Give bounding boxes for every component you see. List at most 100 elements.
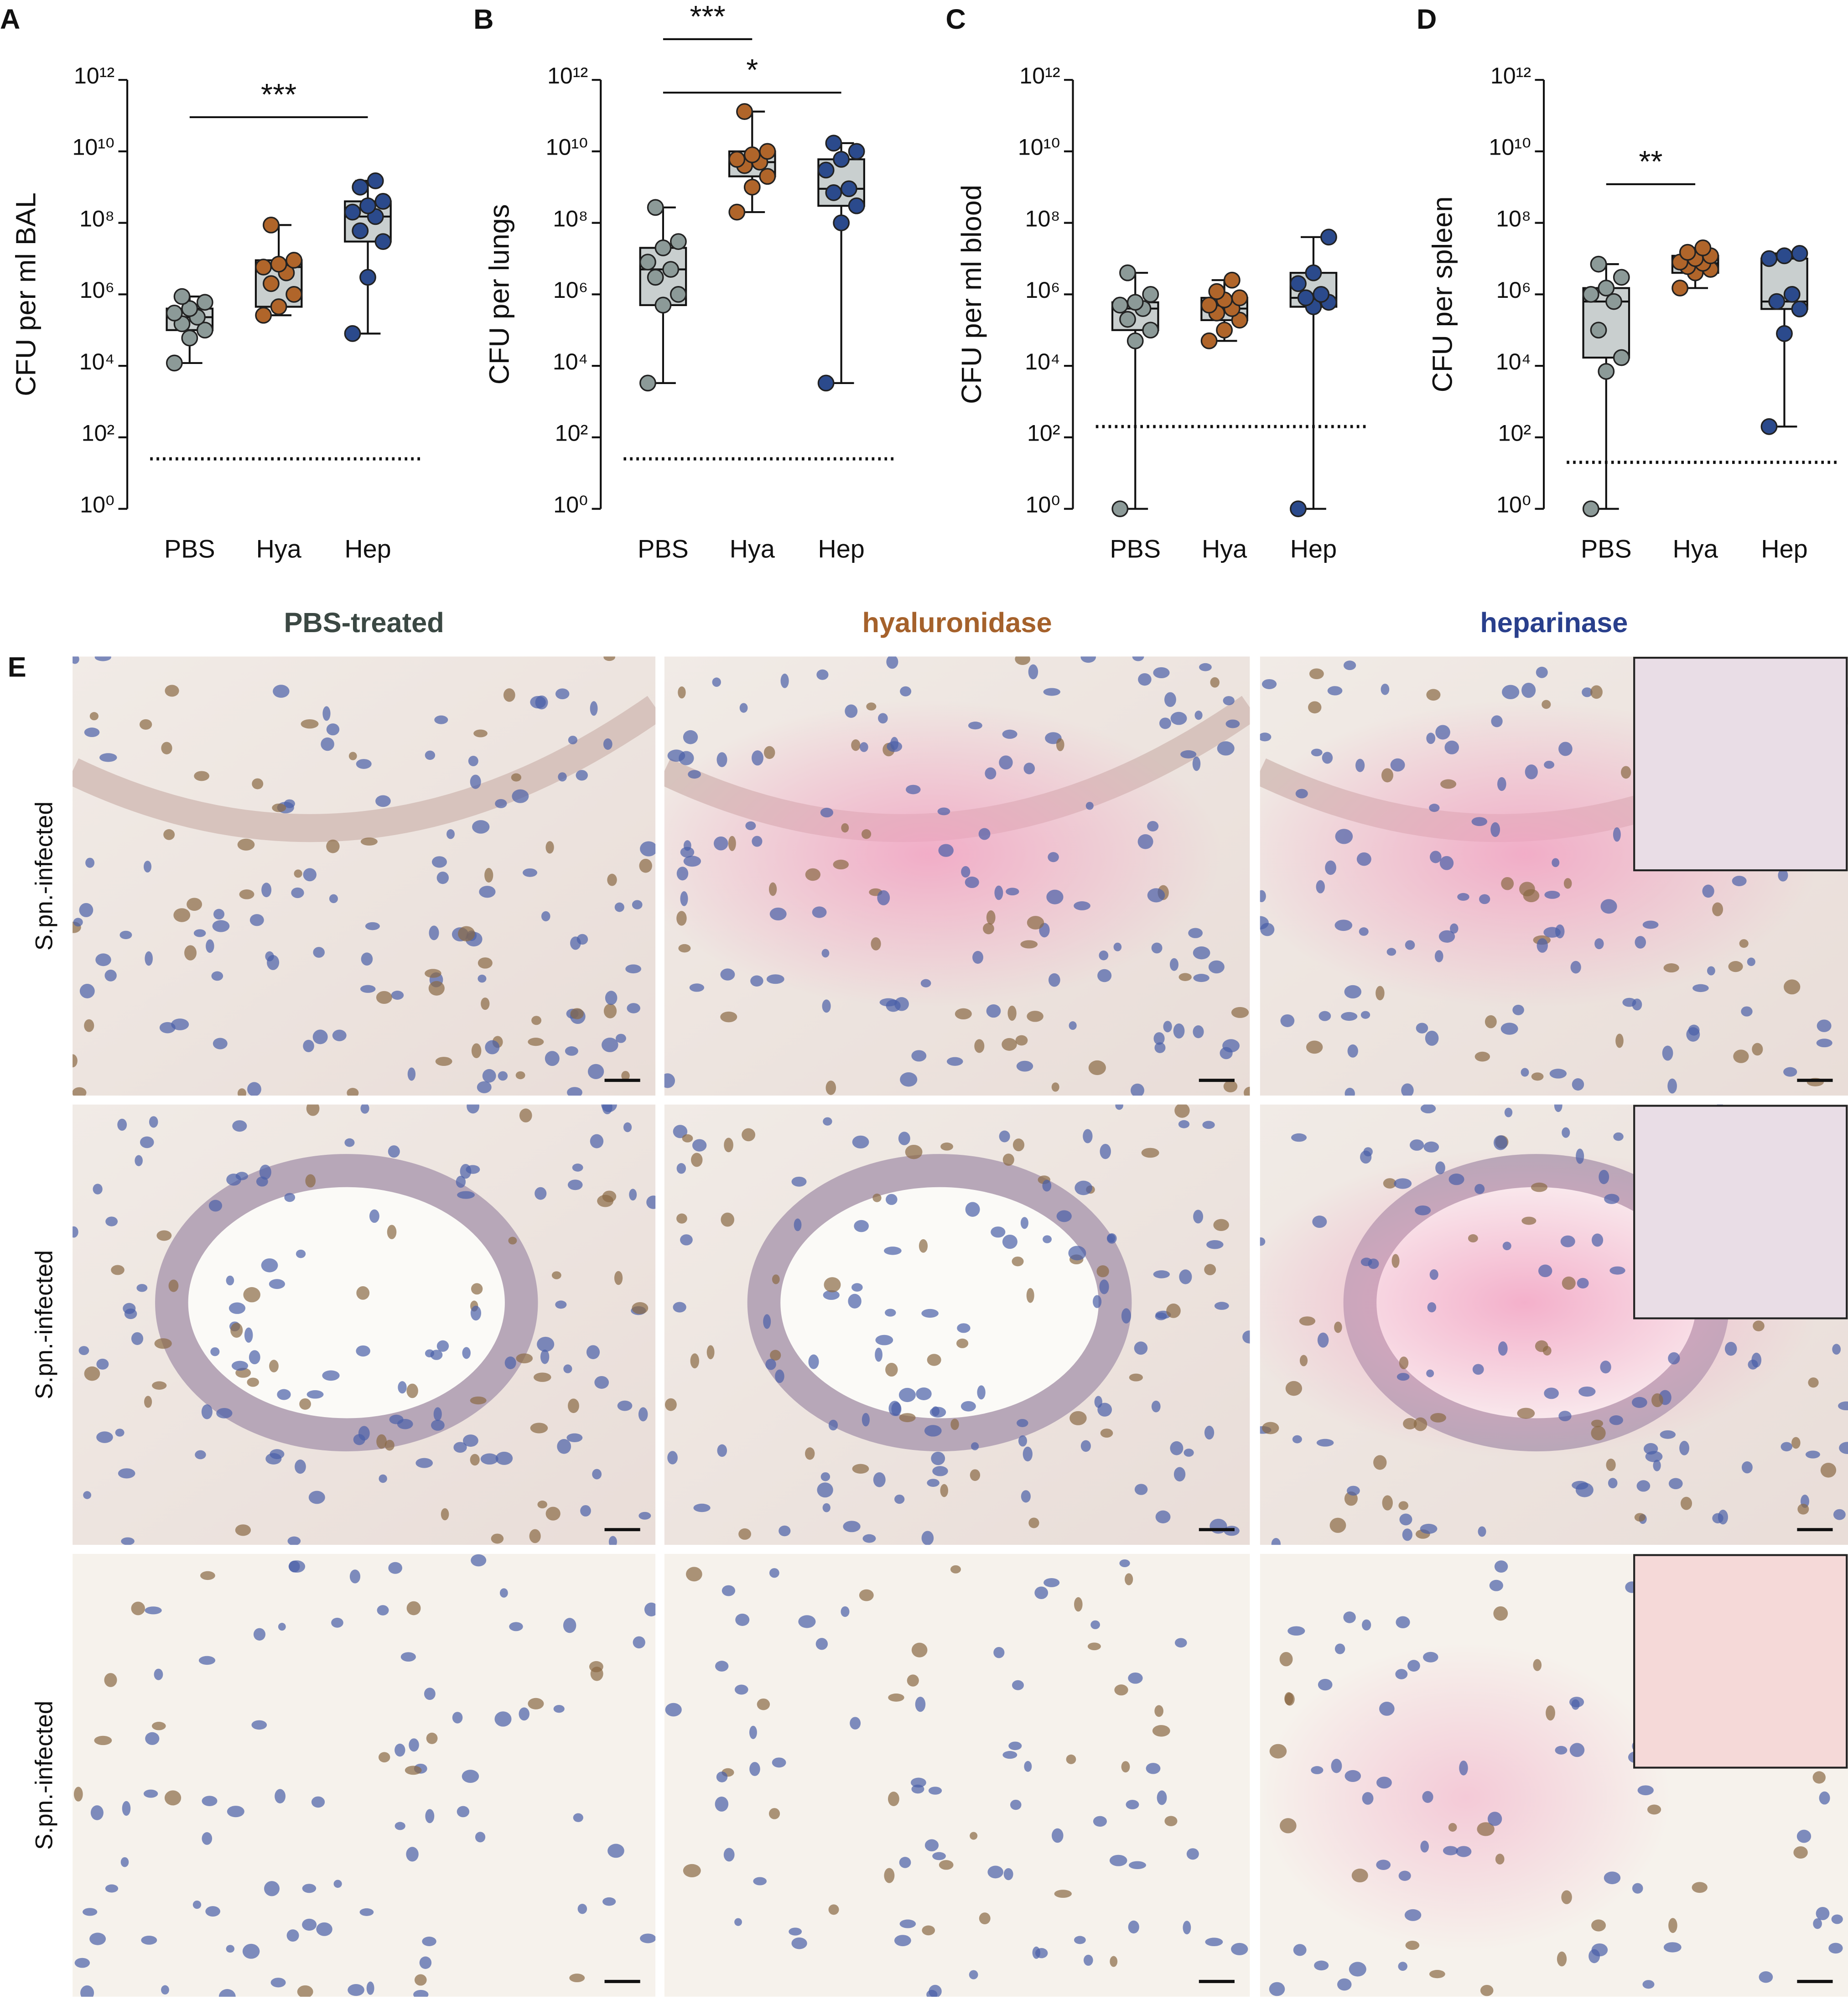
cell <box>1448 1173 1464 1185</box>
cell <box>462 1770 479 1783</box>
data-point <box>262 275 280 292</box>
cell <box>586 1345 600 1359</box>
cell <box>1399 1356 1409 1370</box>
cell <box>1812 1771 1826 1784</box>
cell <box>639 858 652 873</box>
cell <box>594 1376 609 1389</box>
cell <box>1430 1413 1446 1423</box>
cell <box>931 1451 945 1465</box>
cell <box>1549 1069 1567 1079</box>
significance-label: ** <box>1639 145 1662 179</box>
cell <box>312 1029 328 1044</box>
cell <box>1608 1478 1618 1489</box>
cell <box>607 873 617 886</box>
cell <box>528 1038 544 1046</box>
cell <box>1478 1526 1486 1537</box>
cell <box>499 1588 508 1598</box>
cell <box>1015 1035 1028 1046</box>
cell <box>1427 1302 1437 1313</box>
cell <box>1525 764 1538 779</box>
cell <box>752 750 763 766</box>
cell <box>852 1464 869 1474</box>
cell <box>478 974 487 983</box>
cell <box>877 890 890 905</box>
cell <box>1381 768 1393 783</box>
cell <box>873 1472 886 1487</box>
cell <box>1343 1611 1356 1623</box>
data-point <box>374 193 392 210</box>
cell <box>1308 701 1322 714</box>
cell <box>1373 1455 1387 1470</box>
data-point <box>848 197 865 214</box>
cell <box>1430 851 1442 863</box>
cell <box>1783 1067 1797 1077</box>
cell <box>436 872 449 884</box>
cell <box>1495 1854 1505 1865</box>
y-tick-label: 10¹⁰ <box>1489 135 1531 160</box>
column-header: PBS-treated <box>284 607 444 639</box>
cell <box>1151 1400 1161 1413</box>
cell <box>376 991 392 1004</box>
cell <box>1261 679 1277 689</box>
cell <box>1468 1234 1478 1243</box>
cell <box>1663 963 1679 973</box>
cell <box>120 1857 129 1867</box>
cell <box>494 1711 512 1727</box>
cell <box>728 836 736 851</box>
cell <box>406 1847 419 1862</box>
cell <box>1170 712 1187 725</box>
cell <box>1838 1401 1848 1411</box>
cell <box>296 1249 306 1258</box>
cell <box>1134 1484 1148 1495</box>
cell <box>1085 802 1094 810</box>
cell <box>1204 1425 1215 1440</box>
cell <box>712 677 721 687</box>
cell <box>753 1877 767 1886</box>
cell <box>721 1212 734 1227</box>
cell <box>720 968 735 981</box>
cell <box>679 751 694 765</box>
cell <box>1538 1264 1552 1278</box>
cell <box>237 1088 246 1096</box>
cell <box>1132 656 1144 661</box>
cell <box>1576 1148 1584 1164</box>
cell <box>1056 1210 1072 1222</box>
cell <box>140 1136 154 1148</box>
x-tick-label: Hep <box>1290 534 1337 563</box>
cell <box>356 1345 370 1357</box>
cell <box>1271 1538 1281 1545</box>
cell <box>1180 750 1197 758</box>
cell <box>1660 1430 1676 1439</box>
cell <box>530 1423 548 1434</box>
cell <box>1075 1180 1092 1195</box>
cell <box>691 1153 703 1167</box>
cell <box>1183 1921 1191 1935</box>
cell <box>576 770 588 781</box>
cell <box>970 1469 981 1481</box>
cell <box>1609 1266 1625 1275</box>
cell <box>965 876 979 888</box>
cell <box>715 1661 729 1672</box>
cell <box>161 1985 169 1995</box>
cell <box>845 704 858 718</box>
cell <box>1544 890 1560 899</box>
cell <box>888 1792 899 1807</box>
cell <box>884 1868 895 1883</box>
cell <box>1796 1829 1812 1843</box>
cell <box>1429 1970 1445 1979</box>
cell <box>885 1362 898 1377</box>
data-point <box>1231 312 1248 329</box>
cell <box>991 1226 1006 1238</box>
cell <box>968 722 982 730</box>
cell <box>852 1135 869 1149</box>
cell <box>74 1958 90 1968</box>
data-point <box>1200 296 1218 314</box>
cell <box>1312 1216 1327 1228</box>
cell <box>1008 1741 1022 1751</box>
cell <box>1260 923 1275 936</box>
cell <box>1017 1419 1028 1427</box>
cell <box>1097 1403 1112 1417</box>
cell <box>498 1071 508 1081</box>
cell <box>862 1413 870 1427</box>
data-point <box>270 255 287 273</box>
